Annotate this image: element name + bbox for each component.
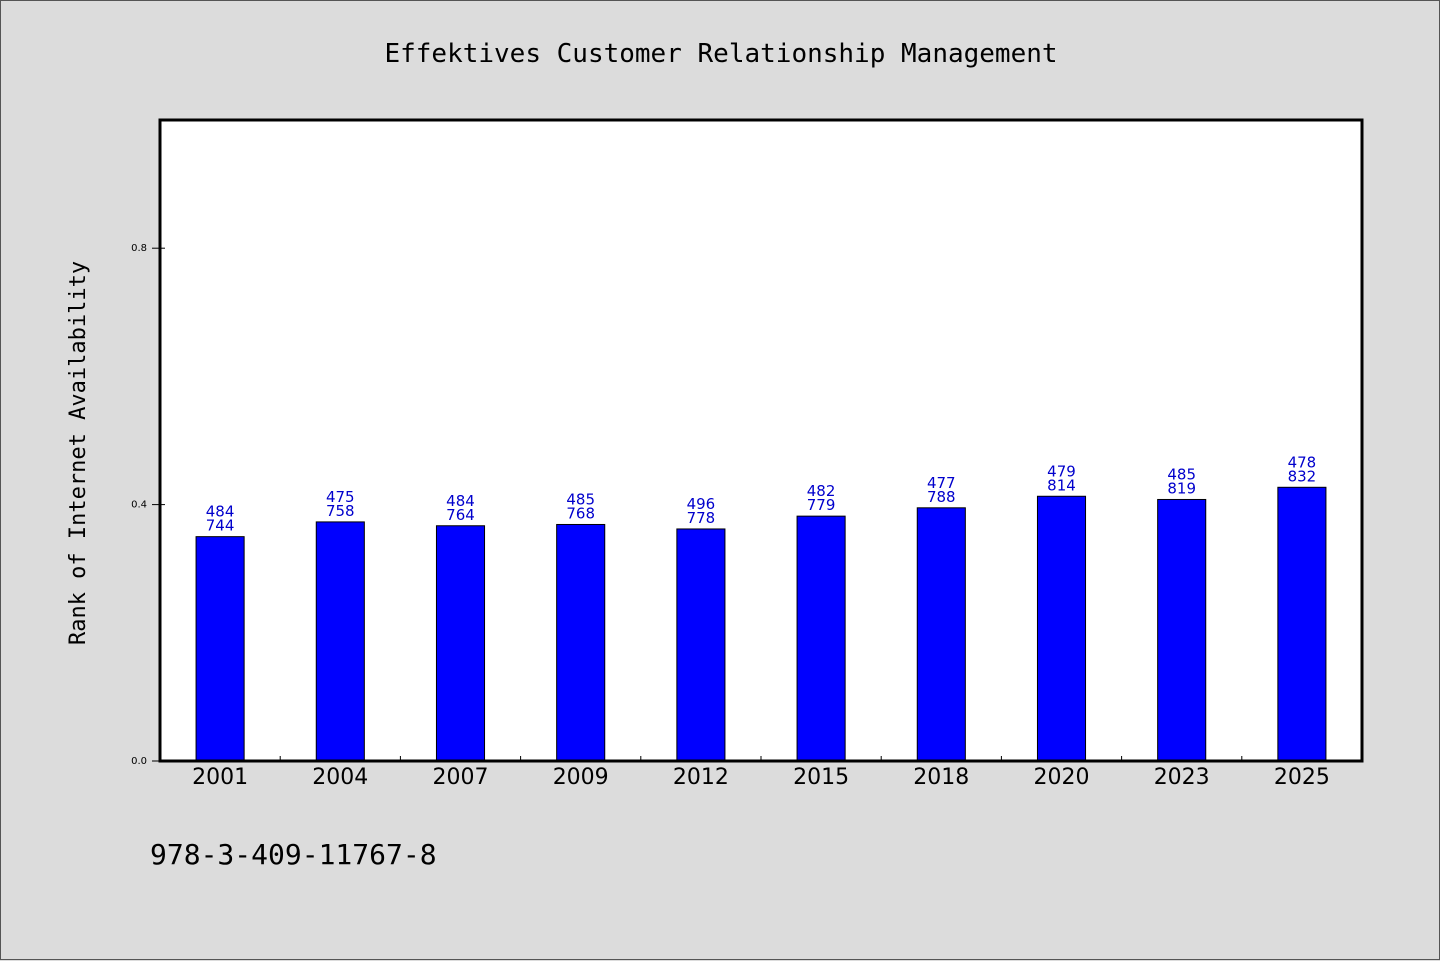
x-tick-label-2007: 2007 — [433, 765, 489, 790]
data-label-top-2023: 485 — [1167, 465, 1196, 483]
bar-2004 — [315, 521, 365, 762]
data-label-top-2025: 478 — [1288, 453, 1317, 471]
x-tick-label-2020: 2020 — [1034, 765, 1090, 790]
data-label-top-2001: 484 — [206, 503, 235, 521]
data-label-bottom-2015: 779 — [807, 496, 836, 514]
isbn-footer: 978-3-409-11767-8 — [150, 838, 437, 871]
data-label-top-2018: 477 — [927, 474, 956, 492]
bar-2009 — [556, 523, 606, 762]
data-label-bottom-2001: 744 — [206, 517, 235, 535]
data-label-bottom-2004: 758 — [326, 502, 355, 520]
data-label-bottom-2009: 768 — [566, 504, 595, 522]
plot-border — [158, 118, 1364, 763]
x-tick-label-2015: 2015 — [793, 765, 849, 790]
data-label-top-2012: 496 — [687, 495, 716, 513]
bar-2023 — [1157, 498, 1207, 762]
data-label-bottom-2018: 788 — [927, 488, 956, 506]
bar-2001 — [195, 536, 245, 762]
data-labels-group: 4847444757584847644857684967784827794777… — [206, 453, 1316, 534]
bar-2015 — [796, 515, 846, 762]
data-label-top-2020: 479 — [1047, 462, 1076, 480]
data-label-top-2004: 475 — [326, 488, 355, 506]
x-tick-label-2009: 2009 — [553, 765, 609, 790]
data-label-bottom-2012: 778 — [687, 509, 716, 527]
data-label-bottom-2020: 814 — [1047, 476, 1076, 494]
chart-title: Effektives Customer Relationship Managem… — [384, 39, 1057, 69]
bar-2007 — [435, 525, 486, 762]
bar-2012 — [676, 528, 726, 762]
data-label-top-2009: 485 — [566, 490, 595, 508]
bar-2020 — [1036, 495, 1087, 762]
x-tick-label-2025: 2025 — [1274, 765, 1330, 790]
y-tick-label-0: 0.0 — [131, 756, 147, 767]
x-tick-label-2012: 2012 — [673, 765, 729, 790]
bar-2025 — [1277, 486, 1327, 762]
x-tick-label-2023: 2023 — [1154, 765, 1210, 790]
y-axis-label: Rank of Internet Availability — [66, 261, 91, 645]
x-tick-label-2004: 2004 — [312, 765, 368, 790]
data-label-top-2015: 482 — [807, 482, 836, 500]
bars-group — [195, 486, 1327, 762]
data-label-bottom-2025: 832 — [1288, 467, 1317, 485]
x-axis-ticks: 2001 2004 2007 2009 2012 2015 2018 2020 2023 2025 — [192, 756, 1330, 790]
data-label-bottom-2023: 819 — [1167, 479, 1196, 497]
x-tick-label-2018: 2018 — [913, 765, 969, 790]
x-tick-label-2001: 2001 — [192, 765, 248, 790]
y-tick-label-1: 0.4 — [131, 500, 147, 511]
bar-2018 — [916, 507, 966, 762]
y-tick-label-2: 0.8 — [131, 243, 147, 254]
data-label-top-2007: 484 — [446, 492, 475, 510]
data-label-bottom-2007: 764 — [446, 506, 475, 524]
